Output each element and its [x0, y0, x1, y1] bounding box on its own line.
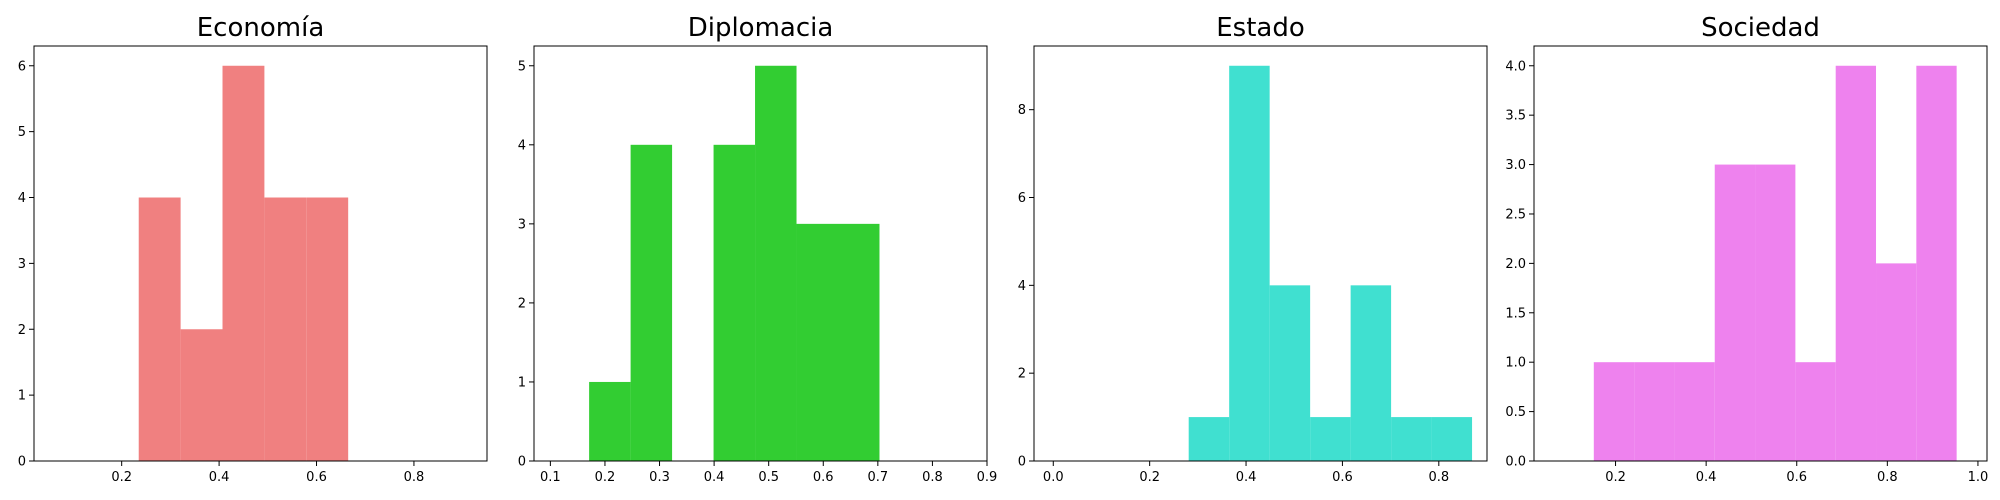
x-tick-label-sociedad-3: 0.8: [1877, 470, 1898, 485]
y-tick-label-estado-3: 6: [1018, 191, 1026, 206]
x-tick-label-sociedad-4: 1.0: [1968, 470, 1989, 485]
bar-estado-4: [1350, 285, 1392, 461]
y-tick-label-diplomacia-1: 1: [518, 375, 526, 390]
bar-sociedad-6: [1835, 65, 1877, 461]
bar-sociedad-5: [1795, 362, 1836, 461]
y-tick-label-diplomacia-3: 3: [518, 217, 526, 232]
panel-title-estado: Estado: [1216, 13, 1305, 43]
x-tick-label-diplomacia-3: 0.4: [704, 470, 725, 485]
x-tick-label-diplomacia-5: 0.6: [813, 470, 834, 485]
bar-estado-5: [1391, 417, 1432, 461]
y-tick-label-sociedad-4: 2.0: [1505, 257, 1526, 272]
bar-economia-2: [222, 65, 265, 461]
bar-sociedad-4: [1755, 164, 1796, 462]
y-tick-label-economia-2: 2: [18, 323, 26, 338]
y-tick-label-sociedad-8: 4.0: [1505, 59, 1526, 74]
x-tick-label-economia-1: 0.4: [209, 470, 230, 485]
bar-economia-3: [264, 197, 307, 461]
panel-title-economia: Economía: [197, 13, 325, 43]
bar-estado-2: [1269, 285, 1311, 461]
y-tick-label-economia-1: 1: [18, 389, 26, 404]
y-tick-label-estado-1: 2: [1018, 367, 1026, 382]
bar-estado-1: [1229, 65, 1270, 461]
bar-estado-3: [1310, 417, 1351, 461]
plot-frame-sociedad: [1533, 45, 1988, 462]
y-tick-label-estado-2: 4: [1018, 279, 1026, 294]
x-tick-label-estado-4: 0.8: [1428, 470, 1449, 485]
y-tick-label-diplomacia-4: 4: [518, 138, 526, 153]
bar-diplomacia-0: [589, 381, 631, 461]
panel-sociedad: 0.2 0.4 0.6 0.8 1.0 0.0 0.5 1.0 1.5 2.0 2.5 3.0 3.5 4…: [1505, 13, 1988, 485]
y-tick-label-sociedad-3: 1.5: [1505, 306, 1526, 321]
bar-diplomacia-3: [713, 144, 756, 462]
bar-estado-0: [1188, 417, 1230, 461]
panel-title-diplomacia: Diplomacia: [688, 13, 834, 43]
x-tick-label-diplomacia-4: 0.5: [758, 470, 779, 485]
y-tick-label-economia-3: 3: [18, 257, 26, 272]
bar-diplomacia-6: [838, 223, 880, 461]
y-tick-label-diplomacia-0: 0: [518, 455, 526, 470]
y-tick-label-sociedad-0: 0.0: [1505, 455, 1526, 470]
bar-estado-6: [1431, 417, 1473, 461]
y-tick-label-sociedad-2: 1.0: [1505, 356, 1526, 371]
y-tick-label-sociedad-7: 3.5: [1505, 109, 1526, 124]
panel-estado: 0.0 0.2 0.4 0.6 0.8 0 2 4 6 8 Estado: [1018, 13, 1488, 485]
y-tick-label-economia-5: 5: [18, 125, 26, 140]
plot-frame-diplomacia: [533, 45, 988, 462]
bar-economia-1: [180, 329, 223, 461]
plot-frame-economia: [33, 45, 488, 462]
bar-economia-0: [138, 197, 181, 461]
y-tick-label-economia-4: 4: [18, 191, 26, 206]
panel-economia: 0.2 0.4 0.6 0.8 0 1 2 3 4 5 6 Economía: [18, 13, 488, 485]
bar-sociedad-0: [1593, 362, 1635, 461]
x-tick-label-estado-1: 0.2: [1139, 470, 1160, 485]
x-tick-label-sociedad-2: 0.6: [1786, 470, 1807, 485]
x-tick-label-estado-3: 0.6: [1332, 470, 1353, 485]
x-tick-label-economia-0: 0.2: [111, 470, 132, 485]
bar-sociedad-1: [1634, 362, 1675, 461]
plot-frame-estado: [1033, 45, 1488, 462]
y-tick-label-economia-6: 6: [18, 59, 26, 74]
bar-sociedad-7: [1876, 263, 1917, 461]
x-tick-label-economia-3: 0.8: [404, 470, 425, 485]
y-tick-label-estado-4: 8: [1018, 103, 1026, 118]
bar-economia-4: [306, 197, 349, 461]
x-tick-label-estado-2: 0.4: [1236, 470, 1257, 485]
panel-title-sociedad: Sociedad: [1701, 13, 1820, 43]
x-tick-label-diplomacia-7: 0.8: [922, 470, 943, 485]
bar-sociedad-2: [1674, 362, 1715, 461]
y-tick-label-economia-0: 0: [18, 455, 26, 470]
x-tick-label-estado-0: 0.0: [1043, 470, 1064, 485]
y-tick-label-sociedad-6: 3.0: [1505, 158, 1526, 173]
y-tick-label-diplomacia-2: 2: [518, 296, 526, 311]
x-tick-label-sociedad-0: 0.2: [1605, 470, 1626, 485]
y-tick-label-diplomacia-5: 5: [518, 59, 526, 74]
panel-diplomacia: 0.1 0.2 0.3 0.4 0.5 0.6 0.7 0.8 0.9 0 1 2 3 4 5 Diploma…: [518, 13, 998, 485]
bar-diplomacia-5: [796, 223, 839, 461]
x-tick-label-economia-2: 0.6: [306, 470, 327, 485]
x-tick-label-diplomacia-2: 0.3: [649, 470, 670, 485]
x-tick-label-diplomacia-8: 0.9: [977, 470, 998, 485]
x-tick-label-diplomacia-6: 0.7: [867, 470, 888, 485]
x-tick-label-diplomacia-0: 0.1: [540, 470, 561, 485]
bar-diplomacia-4: [755, 65, 797, 461]
x-tick-label-sociedad-1: 0.4: [1696, 470, 1717, 485]
bar-sociedad-8: [1916, 65, 1957, 461]
y-tick-label-estado-0: 0: [1018, 455, 1026, 470]
y-tick-label-sociedad-1: 0.5: [1505, 405, 1526, 420]
y-tick-label-sociedad-5: 2.5: [1505, 207, 1526, 222]
x-tick-label-diplomacia-1: 0.2: [595, 470, 616, 485]
bar-diplomacia-1: [630, 144, 673, 462]
bar-sociedad-3: [1714, 164, 1756, 462]
